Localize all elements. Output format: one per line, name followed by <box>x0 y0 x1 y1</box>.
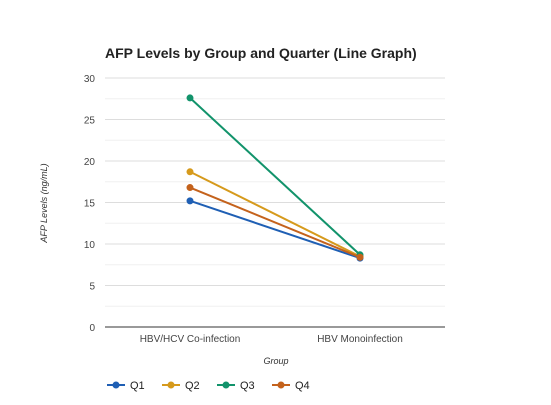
legend-swatch-marker <box>167 381 175 389</box>
gridlines <box>105 77 445 328</box>
x-tick-label: HBV/HCV Co-infection <box>140 334 241 345</box>
y-tick-label: 15 <box>84 199 96 210</box>
legend-swatch-marker <box>222 381 230 389</box>
series-q4 <box>186 184 364 261</box>
y-axis-title: AFP Levels (ng/mL) <box>39 163 49 243</box>
legend: Q1 Q2 Q3 Q4 <box>107 380 310 392</box>
y-tick-label: 5 <box>89 282 95 293</box>
chart-title: AFP Levels by Group and Quarter (Line Gr… <box>105 45 417 61</box>
series-lines <box>186 94 364 262</box>
legend-label: Q3 <box>240 380 255 392</box>
data-point <box>186 184 194 192</box>
series-line <box>189 199 361 260</box>
legend-item: Q3 <box>217 380 255 392</box>
y-tick-label: 0 <box>89 323 95 334</box>
legend-label: Q1 <box>130 380 145 392</box>
legend-swatch-marker <box>277 381 285 389</box>
legend-item: Q1 <box>107 380 145 392</box>
data-point <box>186 94 194 102</box>
series-line <box>189 170 361 258</box>
legend-item: Q4 <box>272 380 310 392</box>
legend-label: Q2 <box>185 380 200 392</box>
y-tick-label: 20 <box>84 157 96 168</box>
x-axis-title: Group <box>263 356 288 366</box>
y-tick-label: 30 <box>84 74 96 85</box>
legend-label: Q4 <box>295 380 310 392</box>
series-line <box>189 97 361 256</box>
legend-swatch-marker <box>112 381 120 389</box>
legend-item: Q2 <box>162 380 200 392</box>
data-point <box>186 197 194 205</box>
y-axis-ticks: 0 5 10 15 20 25 30 <box>84 74 96 334</box>
data-point <box>186 168 194 176</box>
x-tick-label: HBV Monoinfection <box>317 334 403 345</box>
y-tick-label: 10 <box>84 240 96 251</box>
x-axis-ticks: HBV/HCV Co-infection HBV Monoinfection <box>140 334 403 345</box>
data-point <box>356 253 364 261</box>
series-line <box>189 186 361 259</box>
y-tick-label: 25 <box>84 116 96 127</box>
series-q1 <box>186 197 364 262</box>
